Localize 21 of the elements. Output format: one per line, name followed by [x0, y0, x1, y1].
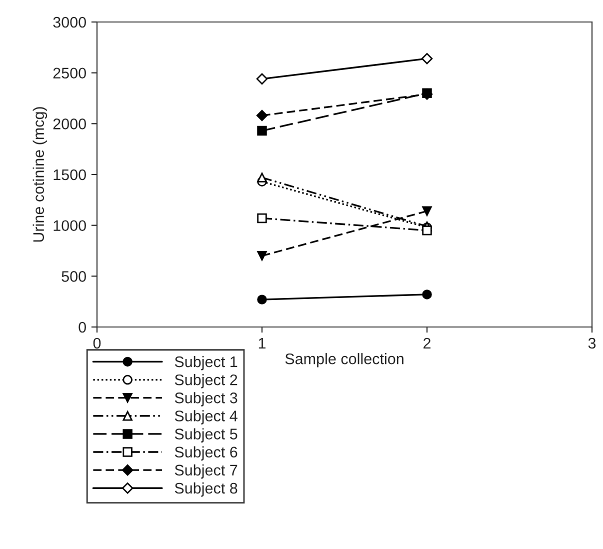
y-tick-label: 1000: [54, 220, 86, 232]
legend-label: Subject 6: [174, 446, 238, 461]
legend-label: Subject 3: [174, 392, 238, 406]
y-tick-label: 0: [78, 322, 86, 333]
legend-label: Subject 4: [174, 410, 238, 424]
legend-label: Subject 8: [174, 482, 238, 497]
x-tick-label: 3: [588, 338, 596, 349]
x-tick-label: 2: [424, 338, 430, 348]
legend-label: Subject 5: [174, 428, 238, 442]
y-tick-label: 3000: [53, 16, 86, 28]
x-tick-label: 1: [258, 338, 266, 348]
legend-label: Subject 1: [174, 356, 238, 370]
y-axis-title: Urine cotinine (mcg): [32, 107, 48, 242]
y-tick-label: 2000: [53, 118, 86, 130]
legend-label: Subject 7: [174, 464, 238, 479]
legend-label: Subject 2: [174, 374, 238, 388]
y-tick-label: 2500: [53, 68, 86, 79]
x-tick-label: 0: [93, 338, 101, 349]
y-tick-label: 500: [62, 271, 86, 282]
y-tick-label: 1500: [54, 169, 86, 180]
x-axis-title: Sample collection: [285, 353, 404, 368]
